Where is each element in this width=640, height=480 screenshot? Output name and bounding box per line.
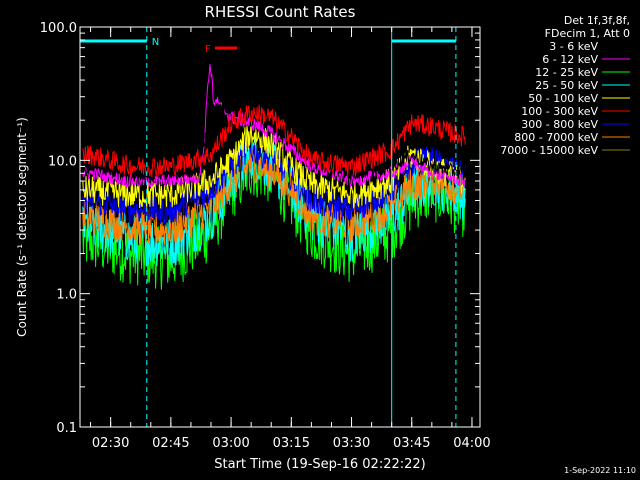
series-line-3-6-kev <box>82 99 466 182</box>
series-line-25-50-kev <box>82 134 466 268</box>
annotation-label-f: F <box>205 44 211 55</box>
y-tick-label: 10.0 <box>48 154 77 169</box>
x-axis-label: Start Time (19-Sep-16 02:22:22) <box>214 457 425 472</box>
chart-title: RHESSI Count Rates <box>205 3 356 21</box>
legend-label: 25 - 50 keV <box>535 79 598 92</box>
x-tick-label: 04:00 <box>453 436 490 451</box>
x-tick-label: 03:30 <box>333 436 370 451</box>
x-tick-label: 02:30 <box>92 436 129 451</box>
plot-frame <box>79 26 481 428</box>
legend-label: 100 - 300 keV <box>521 105 598 118</box>
x-tick-label: 03:00 <box>212 436 249 451</box>
legend-header: Det 1f,3f,8f, <box>564 14 630 27</box>
legend-label: 3 - 6 keV <box>549 40 598 53</box>
legend-label: 800 - 7000 keV <box>514 131 598 144</box>
series-line-50-100-kev <box>82 125 466 209</box>
x-tick-label: 03:15 <box>273 436 310 451</box>
legend-label: 12 - 25 keV <box>535 66 598 79</box>
x-tick-label: 02:45 <box>152 436 189 451</box>
legend-label: 6 - 12 keV <box>542 53 598 66</box>
footer-date: 1-Sep-2022 11:10 <box>564 466 636 475</box>
y-tick-label: 1.0 <box>56 288 77 303</box>
y-tick-label: 100.0 <box>40 21 77 36</box>
axis-layer: 100.0 10.0 1.0 0.1 02:30 02:45 03:00 03:15 03:30… <box>40 21 491 451</box>
y-axis-label: Count Rate (s⁻¹ detector segment⁻¹) <box>15 117 29 337</box>
legend-header: FDecim 1, Att 0 <box>545 27 630 40</box>
legend-label: 7000 - 15000 keV <box>500 144 598 157</box>
x-tick-label: 03:45 <box>393 436 430 451</box>
y-tick-label: 0.1 <box>56 421 77 436</box>
legend-label: 300 - 800 keV <box>521 118 598 131</box>
annotation-label-n: N <box>152 37 159 48</box>
legend-label: 50 - 100 keV <box>528 92 598 105</box>
